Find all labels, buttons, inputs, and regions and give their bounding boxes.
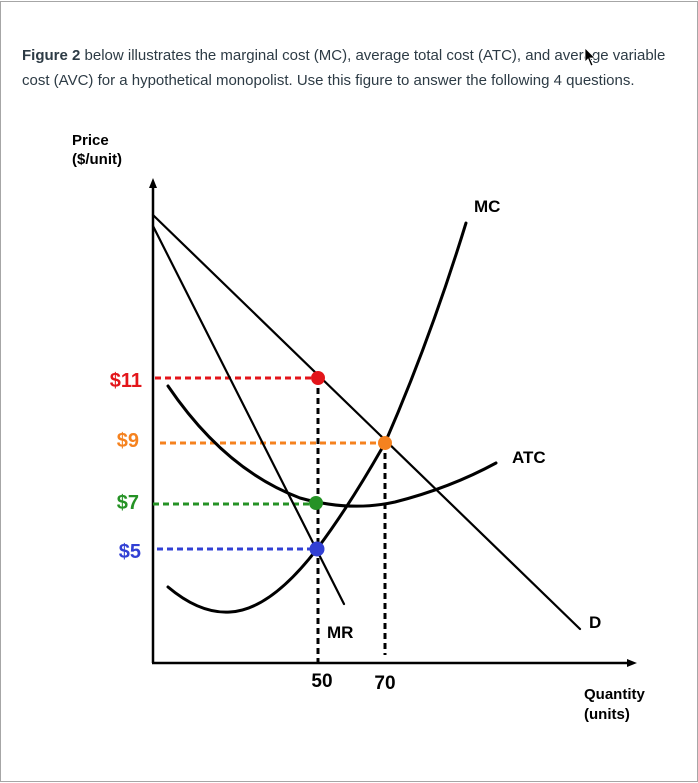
point-5 — [309, 541, 325, 557]
mc-label: MC — [474, 197, 500, 216]
x-axis-label-line2: (units) — [584, 706, 630, 723]
x-tick-70: 70 — [374, 673, 395, 694]
x-tick-50: 50 — [311, 671, 332, 692]
y-axis-label-line1: Price — [72, 132, 109, 149]
guide-lines — [153, 376, 387, 663]
demand-curve — [151, 213, 582, 631]
y-tick-9: $9 — [117, 430, 139, 452]
atc-curve — [166, 384, 498, 508]
atc-label: ATC — [512, 448, 546, 467]
point-11 — [311, 371, 325, 385]
axes — [149, 178, 637, 667]
mr-label: MR — [327, 623, 353, 642]
mr-curve — [151, 224, 346, 606]
d-label: D — [589, 613, 601, 632]
y-tick-7: $7 — [117, 492, 139, 514]
points — [309, 371, 392, 557]
y-axis-label-line2: ($/unit) — [72, 151, 122, 168]
figure-reference: Figure 2 — [22, 47, 81, 64]
mc-curve — [315, 221, 468, 551]
y-tick-5: $5 — [119, 541, 141, 563]
mouse-cursor-icon — [584, 47, 596, 67]
point-7 — [309, 496, 323, 510]
x-axis-label-line1: Quantity — [584, 686, 645, 703]
question-prompt: Figure 2 below illustrates the marginal … — [22, 44, 672, 93]
avc-curve — [166, 547, 319, 614]
point-9 — [378, 436, 392, 450]
y-tick-11: $11 — [110, 370, 142, 392]
prompt-text: below illustrates the marginal cost (MC)… — [22, 47, 666, 89]
